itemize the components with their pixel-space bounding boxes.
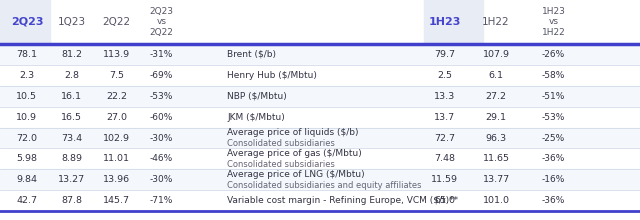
- Bar: [0, 190, 640, 211]
- Text: 96.3: 96.3: [485, 134, 507, 143]
- Text: -25%: -25%: [542, 134, 565, 143]
- Text: 13.3: 13.3: [434, 92, 456, 101]
- Text: 7.48: 7.48: [435, 154, 455, 163]
- Text: 72.0: 72.0: [17, 134, 37, 143]
- Text: 11.65: 11.65: [483, 154, 509, 163]
- Text: -26%: -26%: [542, 50, 565, 59]
- Text: -30%: -30%: [150, 175, 173, 184]
- Bar: [0, 107, 640, 128]
- Text: 11.01: 11.01: [103, 154, 130, 163]
- Text: JKM ($/Mbtu): JKM ($/Mbtu): [227, 113, 285, 122]
- Bar: [0, 86, 640, 107]
- Text: Consolidated subsidiaries: Consolidated subsidiaries: [227, 139, 335, 148]
- Bar: [0, 0, 50, 44]
- Text: 107.9: 107.9: [483, 50, 509, 59]
- Text: -53%: -53%: [150, 92, 173, 101]
- Text: 2.3: 2.3: [19, 71, 35, 80]
- Text: 145.7: 145.7: [103, 196, 130, 205]
- Text: 10.9: 10.9: [17, 113, 37, 122]
- Text: 16.1: 16.1: [61, 92, 82, 101]
- Text: 2.5: 2.5: [437, 71, 452, 80]
- Text: -31%: -31%: [150, 50, 173, 59]
- Text: 22.2: 22.2: [106, 92, 127, 101]
- Text: 81.2: 81.2: [61, 50, 82, 59]
- Text: 1H23
vs
1H22: 1H23 vs 1H22: [541, 7, 566, 37]
- Text: NBP ($/Mbtu): NBP ($/Mbtu): [227, 92, 287, 101]
- Text: 13.96: 13.96: [103, 175, 130, 184]
- Text: 2Q23
vs
2Q22: 2Q23 vs 2Q22: [149, 7, 173, 37]
- Text: Average price of gas ($/Mbtu): Average price of gas ($/Mbtu): [227, 149, 362, 158]
- Bar: [0, 44, 640, 65]
- Text: 42.7: 42.7: [17, 196, 37, 205]
- Text: 13.27: 13.27: [58, 175, 85, 184]
- Text: -36%: -36%: [542, 154, 565, 163]
- Bar: [0, 0, 640, 44]
- Text: 102.9: 102.9: [103, 134, 130, 143]
- Text: 1Q23: 1Q23: [58, 17, 86, 27]
- Text: -51%: -51%: [542, 92, 565, 101]
- Text: 9.84: 9.84: [17, 175, 37, 184]
- Text: 1H22: 1H22: [482, 17, 510, 27]
- Text: Average price of LNG ($/Mbtu): Average price of LNG ($/Mbtu): [227, 170, 365, 179]
- Bar: [0, 148, 640, 169]
- Text: 27.0: 27.0: [106, 113, 127, 122]
- Text: 65.0: 65.0: [435, 196, 455, 205]
- Bar: [0, 65, 640, 86]
- Text: -46%: -46%: [150, 154, 173, 163]
- Bar: [0, 128, 640, 148]
- Text: 10.5: 10.5: [17, 92, 37, 101]
- Text: 11.59: 11.59: [431, 175, 458, 184]
- Text: 2.8: 2.8: [64, 71, 79, 80]
- Text: -69%: -69%: [150, 71, 173, 80]
- Text: 101.0: 101.0: [483, 196, 509, 205]
- Text: 78.1: 78.1: [17, 50, 37, 59]
- Text: 87.8: 87.8: [61, 196, 82, 205]
- Text: -30%: -30%: [150, 134, 173, 143]
- Text: Consolidated subsidiaries: Consolidated subsidiaries: [227, 160, 335, 169]
- Text: -36%: -36%: [542, 196, 565, 205]
- Text: 72.7: 72.7: [435, 134, 455, 143]
- Text: -71%: -71%: [150, 196, 173, 205]
- Text: Consolidated subsidiaries and equity affiliates: Consolidated subsidiaries and equity aff…: [227, 181, 422, 190]
- Text: -60%: -60%: [150, 113, 173, 122]
- Bar: [0, 169, 640, 190]
- Text: 8.89: 8.89: [61, 154, 82, 163]
- Text: 7.5: 7.5: [109, 71, 124, 80]
- Text: 6.1: 6.1: [488, 71, 504, 80]
- Text: Henry Hub ($/Mbtu): Henry Hub ($/Mbtu): [227, 71, 317, 80]
- Text: 2Q22: 2Q22: [102, 17, 131, 27]
- Text: Average price of liquids ($/b): Average price of liquids ($/b): [227, 128, 358, 137]
- Text: 13.77: 13.77: [483, 175, 509, 184]
- Text: 16.5: 16.5: [61, 113, 82, 122]
- Text: 5.98: 5.98: [17, 154, 37, 163]
- Text: Variable cost margin - Refining Europe, VCM ($/t)**: Variable cost margin - Refining Europe, …: [227, 196, 458, 205]
- Text: -16%: -16%: [542, 175, 565, 184]
- Text: Brent ($/b): Brent ($/b): [227, 50, 276, 59]
- Text: 113.9: 113.9: [103, 50, 130, 59]
- Text: -58%: -58%: [542, 71, 565, 80]
- Text: 73.4: 73.4: [61, 134, 83, 143]
- Text: 2Q23: 2Q23: [11, 17, 43, 27]
- Text: 29.1: 29.1: [486, 113, 506, 122]
- Text: 13.7: 13.7: [434, 113, 456, 122]
- Text: 79.7: 79.7: [435, 50, 455, 59]
- Text: -53%: -53%: [542, 113, 565, 122]
- Bar: [424, 0, 483, 44]
- Text: 1H23: 1H23: [429, 17, 461, 27]
- Text: 27.2: 27.2: [486, 92, 506, 101]
